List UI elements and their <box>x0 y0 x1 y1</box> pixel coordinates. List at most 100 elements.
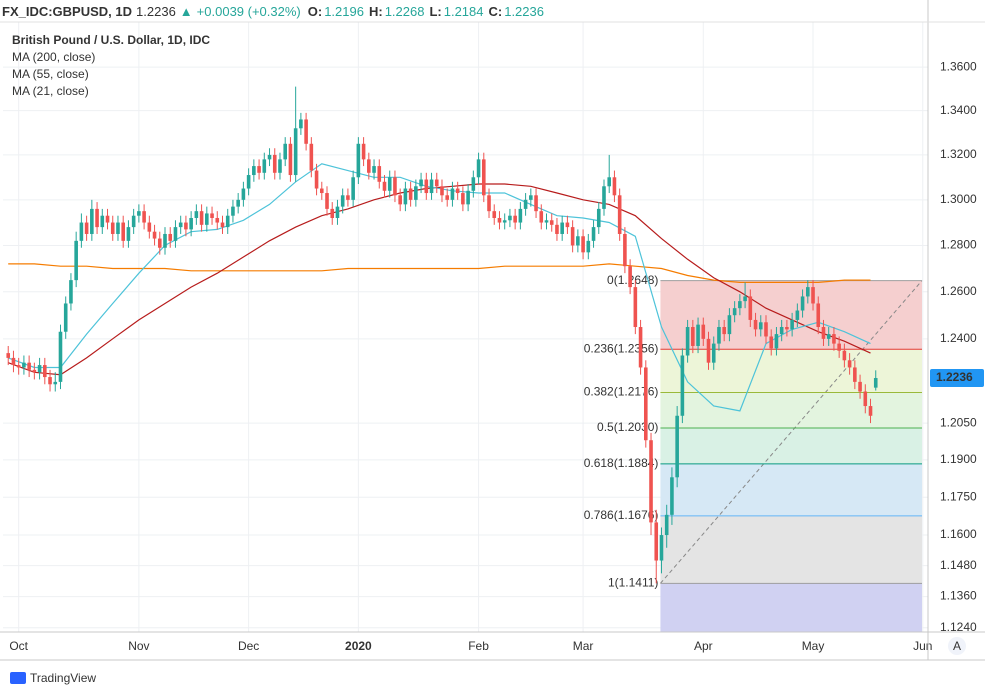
candle-body <box>210 213 214 218</box>
candle-body <box>152 231 157 239</box>
fib-label: 0.236(1.2356) <box>584 341 659 355</box>
y-tick-label: 1.1900 <box>940 452 977 466</box>
candle-body <box>403 188 408 205</box>
up-arrow: ▲ <box>179 3 193 19</box>
y-tick-label: 1.2600 <box>940 284 977 298</box>
fib-band <box>660 427 922 464</box>
candle-body <box>445 195 450 200</box>
candle-body <box>534 195 538 212</box>
candle-body <box>27 362 31 370</box>
candle-body <box>440 186 444 196</box>
moving-average <box>7 163 871 412</box>
y-tick-label: 1.3600 <box>940 59 977 73</box>
candle-body <box>246 175 251 189</box>
candle-body <box>319 188 324 194</box>
candle-body <box>74 240 78 281</box>
candle-body <box>518 208 523 223</box>
candle-body <box>706 338 711 363</box>
candle-body <box>173 227 178 241</box>
candle-body <box>774 334 779 349</box>
field-key: O: <box>307 3 323 19</box>
candle-body <box>262 159 267 173</box>
fib-label: 0.5(1.2030) <box>597 420 658 434</box>
candle-body <box>748 296 753 320</box>
candle-body <box>361 143 366 160</box>
candle-body <box>753 319 758 330</box>
candle-body <box>701 324 706 339</box>
candle-body <box>764 322 768 337</box>
candle-body <box>419 179 423 187</box>
candle-body <box>356 143 361 178</box>
candle-body <box>502 220 507 223</box>
candle-body <box>398 195 402 205</box>
candle-body <box>523 199 528 209</box>
candle-body <box>22 362 26 368</box>
candle-body <box>758 322 763 330</box>
candle-body <box>142 211 146 223</box>
candle-body <box>617 195 622 234</box>
fib-band <box>660 583 922 632</box>
candle-body <box>252 166 256 176</box>
symbol: FX_IDC:GBPUSD, 1D <box>2 3 133 19</box>
y-tick-label: 1.2400 <box>940 331 977 345</box>
candle-body <box>643 367 648 441</box>
candle-body <box>461 193 465 205</box>
candle-body <box>576 236 580 246</box>
candle-body <box>377 166 382 182</box>
candle-body <box>257 166 261 173</box>
candle-body <box>847 360 852 368</box>
candle-body <box>95 208 99 228</box>
candle-body <box>743 296 747 302</box>
chart-title: British Pound / U.S. Dollar, 1D, IDC <box>12 33 210 47</box>
x-tick-label: Mar <box>573 639 594 653</box>
candle-body <box>549 220 554 225</box>
y-tick-label: 1.1600 <box>940 527 977 541</box>
candle-body <box>236 199 240 207</box>
candle-body <box>131 215 136 228</box>
candle-body <box>769 336 774 349</box>
candle-body <box>225 215 230 228</box>
candle-body <box>335 206 340 218</box>
candle-body <box>346 195 350 200</box>
candle-body <box>205 213 209 225</box>
candle-body <box>184 222 188 230</box>
candle-body <box>199 211 204 225</box>
scale-button[interactable] <box>948 637 966 655</box>
field-key: H: <box>368 3 383 19</box>
candle-body <box>654 522 659 561</box>
fib-band <box>660 392 922 428</box>
candle-body <box>121 222 125 241</box>
logo-text: TradingView <box>30 671 96 685</box>
candle-body <box>325 193 329 209</box>
candle-body <box>863 391 868 407</box>
x-tick-label: Dec <box>238 639 259 653</box>
candle-body <box>816 303 821 328</box>
candle-body <box>800 296 805 311</box>
x-tick-label: Oct <box>9 639 28 653</box>
fib-label: 1(1.1411) <box>608 576 658 590</box>
candle-body <box>727 315 732 335</box>
candle-body <box>450 188 455 200</box>
candle-body <box>659 535 664 561</box>
candle-body <box>414 186 418 200</box>
legend-entry: MA (200, close) <box>12 50 95 64</box>
candle-body <box>393 177 397 196</box>
fib-label: 0.618(1.1884) <box>584 456 659 470</box>
candle-body <box>811 287 815 304</box>
last-price-label: 1.2236 <box>936 370 973 384</box>
candle-body <box>351 177 355 200</box>
candle-body <box>696 324 700 346</box>
candle-body <box>481 159 486 196</box>
candle-body <box>492 211 497 218</box>
candle-body <box>372 166 376 173</box>
candle-body <box>821 327 826 339</box>
candle-body <box>738 301 742 309</box>
candle-body <box>314 170 319 189</box>
candle-body <box>272 154 277 173</box>
candle-body <box>116 222 120 234</box>
candle-body <box>387 177 392 191</box>
candle-body <box>429 179 434 194</box>
candle-body <box>607 177 612 187</box>
candle-body <box>48 377 52 385</box>
